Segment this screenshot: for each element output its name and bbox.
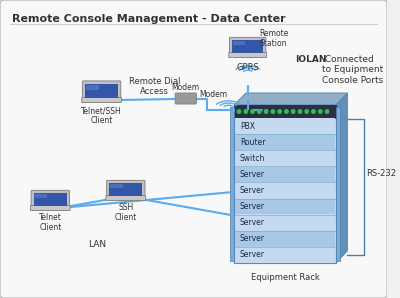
- Text: Server: Server: [240, 186, 265, 195]
- Circle shape: [258, 110, 261, 113]
- FancyBboxPatch shape: [234, 105, 336, 118]
- Circle shape: [264, 110, 268, 113]
- Text: Telnet/SSH
Client: Telnet/SSH Client: [81, 106, 122, 125]
- Text: LAN: LAN: [88, 240, 106, 249]
- Text: Server: Server: [240, 234, 265, 243]
- Text: Server: Server: [240, 218, 265, 227]
- Circle shape: [251, 110, 254, 113]
- Circle shape: [244, 110, 248, 113]
- FancyBboxPatch shape: [109, 183, 142, 196]
- FancyBboxPatch shape: [82, 97, 122, 103]
- FancyBboxPatch shape: [233, 41, 245, 46]
- Text: Modem: Modem: [172, 83, 200, 92]
- FancyBboxPatch shape: [229, 52, 266, 58]
- FancyBboxPatch shape: [230, 107, 234, 261]
- Circle shape: [325, 110, 329, 113]
- FancyBboxPatch shape: [34, 193, 67, 206]
- FancyBboxPatch shape: [235, 183, 335, 198]
- Text: Remote
Station: Remote Station: [259, 29, 289, 48]
- Circle shape: [298, 110, 302, 113]
- FancyBboxPatch shape: [235, 150, 335, 166]
- Circle shape: [292, 110, 295, 113]
- FancyBboxPatch shape: [35, 194, 47, 198]
- Text: Router: Router: [240, 138, 266, 147]
- FancyBboxPatch shape: [235, 118, 335, 134]
- FancyBboxPatch shape: [86, 85, 98, 90]
- Text: RS-232: RS-232: [366, 170, 396, 179]
- FancyBboxPatch shape: [235, 134, 335, 150]
- Text: PBX: PBX: [240, 122, 255, 131]
- Text: IOLAN: IOLAN: [295, 55, 327, 64]
- FancyBboxPatch shape: [235, 199, 335, 214]
- Text: Telnet
Client: Telnet Client: [39, 213, 62, 232]
- FancyBboxPatch shape: [0, 0, 387, 298]
- FancyBboxPatch shape: [235, 247, 335, 263]
- Text: Switch: Switch: [240, 154, 265, 163]
- Circle shape: [285, 110, 288, 113]
- Text: Remote Dial
Access: Remote Dial Access: [129, 77, 180, 96]
- FancyBboxPatch shape: [234, 105, 336, 263]
- Text: Modem: Modem: [199, 90, 227, 99]
- Circle shape: [271, 110, 275, 113]
- FancyBboxPatch shape: [106, 195, 146, 201]
- Circle shape: [318, 110, 322, 113]
- FancyBboxPatch shape: [230, 37, 266, 56]
- Text: GPRS: GPRS: [236, 63, 259, 72]
- Text: Server: Server: [240, 170, 265, 179]
- FancyBboxPatch shape: [82, 81, 121, 101]
- FancyBboxPatch shape: [85, 84, 118, 98]
- Text: SSH
Client: SSH Client: [115, 203, 137, 222]
- FancyBboxPatch shape: [232, 40, 263, 53]
- Circle shape: [312, 110, 315, 113]
- Text: Equipment Rack: Equipment Rack: [250, 273, 319, 282]
- Circle shape: [237, 110, 241, 113]
- Text: Connected
to Equipment
Console Ports: Connected to Equipment Console Ports: [322, 55, 384, 85]
- FancyBboxPatch shape: [107, 180, 145, 199]
- FancyBboxPatch shape: [235, 167, 335, 182]
- FancyBboxPatch shape: [31, 190, 70, 209]
- FancyBboxPatch shape: [336, 107, 340, 261]
- Polygon shape: [336, 93, 347, 263]
- FancyBboxPatch shape: [30, 206, 70, 210]
- Circle shape: [278, 110, 281, 113]
- Text: Server: Server: [240, 202, 265, 211]
- FancyBboxPatch shape: [235, 215, 335, 230]
- FancyBboxPatch shape: [110, 184, 123, 189]
- Circle shape: [305, 110, 308, 113]
- Polygon shape: [234, 93, 347, 105]
- Text: Remote Console Management - Data Center: Remote Console Management - Data Center: [12, 14, 285, 24]
- FancyBboxPatch shape: [175, 93, 196, 104]
- Text: Server: Server: [240, 250, 265, 260]
- FancyBboxPatch shape: [235, 231, 335, 246]
